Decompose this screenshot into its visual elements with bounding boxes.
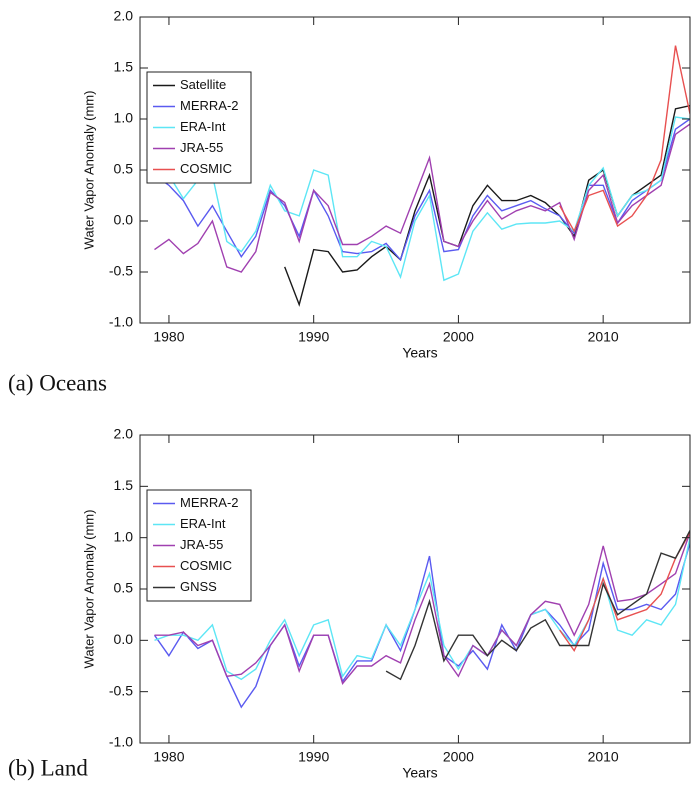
legend-label: GNSS [180,579,217,594]
y-tick-label: 0.0 [114,212,134,228]
y-axis-label: Water Vapor Anomaly (mm) [81,91,96,250]
series-line [385,530,690,681]
y-tick-label: -0.5 [109,263,133,279]
series-line [154,118,690,262]
series-line [154,116,690,282]
legend-label: COSMIC [180,161,232,176]
y-tick-label: 0.0 [114,631,134,647]
x-tick-label: 1990 [298,329,329,345]
caption: (a) Oceans [8,370,107,395]
x-tick-label: 1980 [153,329,184,345]
y-axis-label: Water Vapor Anomaly (mm) [81,510,96,669]
x-tick-label: 2010 [588,329,619,345]
legend-label: JRA-55 [180,537,223,552]
series-line [154,532,690,685]
x-tick-label: 2000 [443,329,474,345]
panel: -1.0 -0.5 0.0 0.5 1.0 1.5 2.0 1980 1990 2000 2010 Y… [8,8,691,395]
caption: (b) Land [8,755,88,780]
y-tick-label: 1.5 [114,477,134,493]
y-tick-label: 2.0 [114,426,134,442]
y-tick-label: -0.5 [109,682,133,698]
y-tick-label: -1.0 [109,314,133,330]
x-tick-label: 2010 [588,749,619,765]
series-line [153,542,690,709]
series-line [154,123,690,273]
legend-label: MERRA-2 [180,98,239,113]
legend-label: ERA-Int [180,516,226,531]
legend-label: JRA-55 [180,140,223,155]
y-tick-label: 2.0 [114,8,134,24]
x-tick-label: 1980 [153,749,184,765]
y-tick-label: 1.0 [114,110,134,126]
y-tick-label: 0.5 [114,580,134,596]
legend-label: ERA-Int [180,119,226,134]
x-axis-label: Years [402,765,437,781]
legend-label: Satellite [180,77,226,92]
panel: -1.0 -0.5 0.0 0.5 1.0 1.5 2.0 1980 1990 2000 2010 Y… [8,426,691,781]
y-tick-label: 0.5 [114,161,134,177]
x-tick-label: 2000 [443,749,474,765]
legend-label: COSMIC [180,558,232,573]
series-line [559,532,690,652]
series-line [559,45,690,233]
x-axis-label: Years [402,345,437,361]
x-tick-label: 1990 [298,749,329,765]
legend-label: MERRA-2 [180,495,239,510]
y-tick-label: 1.0 [114,528,134,544]
y-tick-label: 1.5 [114,59,134,75]
y-tick-label: -1.0 [109,734,133,750]
